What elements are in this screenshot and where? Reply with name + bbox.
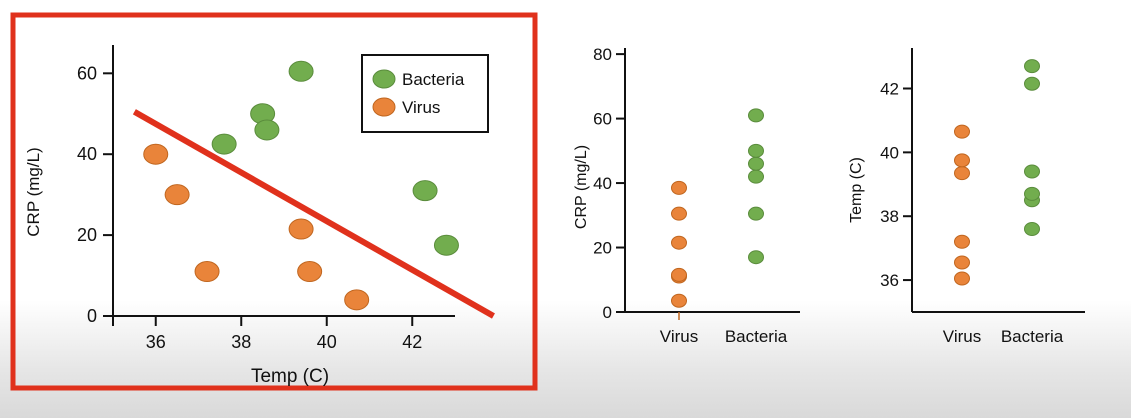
legend-swatch-bacteria xyxy=(372,69,396,89)
bacteria-point xyxy=(1024,76,1040,91)
virus-point xyxy=(288,218,314,240)
bacteria-point xyxy=(254,119,280,141)
y-tick-group: 0 20 40 60 80 xyxy=(593,45,625,322)
bacteria-point xyxy=(412,180,438,202)
x-tick-label: 42 xyxy=(402,332,422,352)
legend-swatch-virus xyxy=(372,97,396,117)
y-axis-label: CRP (mg/L) xyxy=(24,147,43,236)
category-label-bacteria: Bacteria xyxy=(725,327,788,346)
x-tick-label: 38 xyxy=(231,332,251,352)
data-points xyxy=(954,59,1040,286)
bacteria-point xyxy=(288,60,314,82)
virus-point xyxy=(954,255,970,270)
y-tick-label: 20 xyxy=(77,225,97,245)
trend-line xyxy=(132,109,495,319)
virus-point xyxy=(671,293,687,308)
y-tick-label: 42 xyxy=(880,80,899,99)
x-axis-label: Temp (C) xyxy=(251,366,329,387)
bacteria-point xyxy=(748,169,764,184)
bacteria-point xyxy=(748,143,764,158)
legend-label-bacteria: Bacteria xyxy=(402,70,465,89)
virus-point xyxy=(671,206,687,221)
bacteria-point xyxy=(211,133,237,155)
virus-point xyxy=(954,271,970,286)
virus-point xyxy=(954,153,970,168)
virus-point xyxy=(143,143,169,165)
data-points xyxy=(671,108,764,308)
data-points xyxy=(143,60,459,311)
legend: Bacteria Virus xyxy=(361,54,489,133)
virus-point xyxy=(671,180,687,195)
bacteria-point xyxy=(1024,221,1040,236)
y-tick-label: 60 xyxy=(77,63,97,83)
category-label-virus: Virus xyxy=(660,327,698,346)
strip-chart-temp: 36 38 40 42 Virus Bacteria Temp (C) xyxy=(848,48,1085,346)
x-tick-label: 36 xyxy=(146,332,166,352)
y-tick-label: 36 xyxy=(880,271,899,290)
virus-point xyxy=(344,289,370,311)
bacteria-point xyxy=(748,108,764,123)
bacteria-point xyxy=(433,234,459,256)
virus-point xyxy=(194,261,220,283)
category-label-group: Virus Bacteria xyxy=(660,327,788,346)
virus-point xyxy=(954,234,970,249)
highlight-border xyxy=(10,12,538,391)
scatter-chart-crp-vs-temp: 36 38 40 42 0 20 40 60 Temp (C) CRP (mg/L) Bac… xyxy=(10,12,538,391)
y-axis-label: Temp (C) xyxy=(848,157,865,223)
category-label-bacteria: Bacteria xyxy=(1001,327,1064,346)
bacteria-point xyxy=(748,206,764,221)
bacteria-point xyxy=(748,250,764,265)
strip-chart-crp: 0 20 40 60 80 Virus Bacteria CRP (mg/L) xyxy=(573,45,800,346)
y-tick-label: 40 xyxy=(880,143,899,162)
x-tick-label: 40 xyxy=(317,332,337,352)
virus-point xyxy=(954,166,970,181)
virus-point xyxy=(954,124,970,139)
virus-point xyxy=(671,235,687,250)
y-tick-label: 80 xyxy=(593,45,612,64)
y-tick-label: 38 xyxy=(880,207,899,226)
category-label-virus: Virus xyxy=(943,327,981,346)
category-label-group: Virus Bacteria xyxy=(943,327,1064,346)
y-axis-label: CRP (mg/L) xyxy=(573,145,590,229)
bacteria-point xyxy=(1024,186,1040,201)
legend-label-virus: Virus xyxy=(402,98,440,117)
bacteria-point xyxy=(1024,164,1040,179)
bacteria-point xyxy=(748,156,764,171)
y-tick-group: 0 20 40 60 xyxy=(77,63,113,326)
virus-point xyxy=(671,267,687,282)
y-tick-label: 0 xyxy=(603,303,612,322)
legend-box xyxy=(361,54,489,133)
y-tick-label: 0 xyxy=(87,306,97,326)
y-tick-label: 60 xyxy=(593,110,612,129)
y-tick-label: 20 xyxy=(593,239,612,258)
y-tick-label: 40 xyxy=(77,144,97,164)
virus-point xyxy=(164,184,190,206)
x-tick-group: 36 38 40 42 xyxy=(146,316,422,352)
bacteria-point xyxy=(1024,59,1040,74)
virus-point xyxy=(297,261,323,283)
y-tick-group: 36 38 40 42 xyxy=(880,80,912,290)
y-tick-label: 40 xyxy=(593,174,612,193)
